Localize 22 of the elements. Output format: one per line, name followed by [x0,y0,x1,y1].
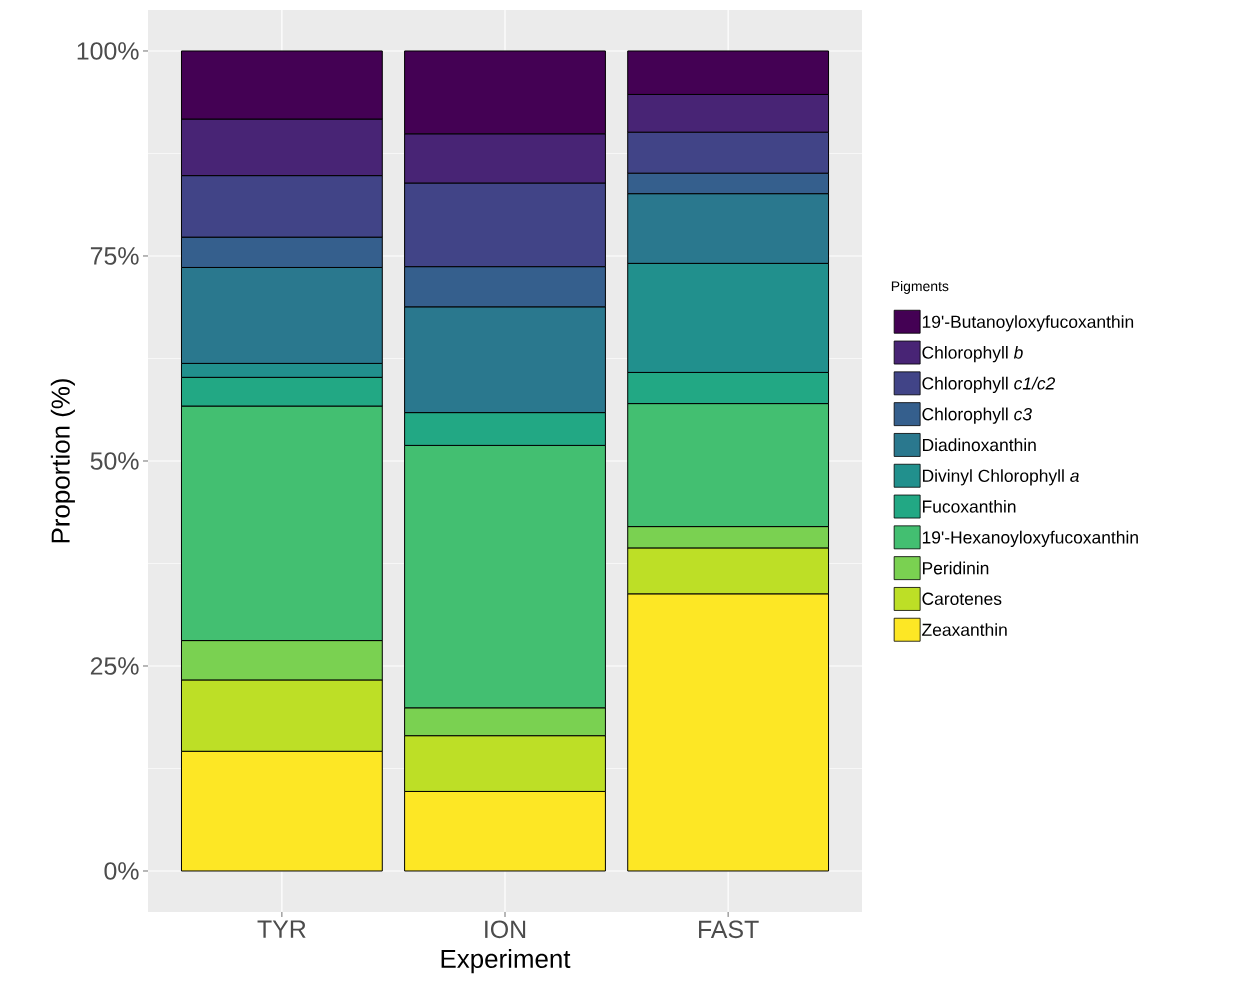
y-tick-label: 50% [90,452,139,470]
legend-label: Zeaxanthin [922,623,1007,636]
x-tick-label: ION [485,920,526,939]
legend-label: Carotenes [922,592,1002,605]
legend-label: Chlorophyll b [922,345,1023,363]
legend-label: Chlorophyll c3 [922,407,1032,424]
legend-label: Chlorophyll c1/c2 [922,376,1056,394]
x-tick-label: TYR [257,920,306,938]
y-tick-label: 25% [90,657,139,675]
legend-label: Diadinoxanthin [922,438,1036,452]
legend-label: 19'-Hexanoyloxyfucoxanthin [922,530,1138,548]
legend-label: Divinyl Chlorophyll a [922,469,1079,486]
y-tick-label: 0% [104,862,139,880]
y-tick-label: 100% [77,42,139,60]
legend-label: 19'-Butanoyloxyfucoxanthin [922,315,1134,332]
x-tick-label: FAST [699,920,759,939]
x-axis-title: Experiment [441,948,571,974]
legend-label: Fucoxanthin [922,499,1016,513]
y-tick-label: 75% [90,247,139,265]
legend-label: Peridinin [922,561,989,575]
y-axis-title: Proportion (%) [50,379,75,543]
legend-title: Pigments [891,280,949,294]
